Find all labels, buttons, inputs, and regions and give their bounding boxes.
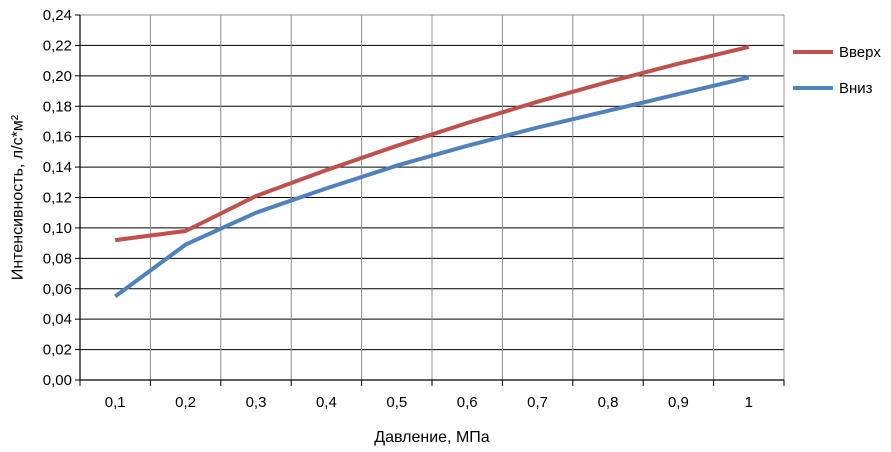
y-tick-label: 0,02 xyxy=(43,342,72,359)
y-tick-label: 0,24 xyxy=(43,7,72,24)
legend-label: Вниз xyxy=(839,80,873,97)
y-tick-label: 0,12 xyxy=(43,190,72,207)
legend-label: Вверх xyxy=(839,44,881,61)
series-line-2 xyxy=(114,75,750,299)
y-tick-label: 0,14 xyxy=(43,159,72,176)
x-tick-label: 0,1 xyxy=(105,394,126,411)
y-tick-label: 0,16 xyxy=(43,129,72,146)
series-line-1 xyxy=(114,44,750,243)
y-tick-label: 0,04 xyxy=(43,311,72,328)
y-axis-label: Интенсивность, л/с*м² xyxy=(10,114,27,280)
grid-lines xyxy=(80,14,784,380)
series-lines xyxy=(114,44,750,299)
x-tick-label: 0,4 xyxy=(316,394,337,411)
x-tick-label: 0,5 xyxy=(386,394,407,411)
y-tick-label: 0,08 xyxy=(43,250,72,267)
y-tick-label: 0,20 xyxy=(43,68,72,85)
x-axis-label: Давление, МПа xyxy=(374,429,489,446)
x-tick-label: 0,7 xyxy=(527,394,548,411)
y-axis-ticks: 0,00 0,02 0,04 0,06 0,08 0,10 0,12 0,14 0,16 0,18… xyxy=(43,7,80,389)
y-tick-label: 0,22 xyxy=(43,37,72,54)
x-tick-label: 1 xyxy=(745,394,753,411)
x-axis-ticks: 0,1 0,2 0,3 0,4 0,5 0,6 0,7 0,8 0,9 1 xyxy=(79,380,785,411)
axes xyxy=(79,14,785,381)
x-tick-label: 0,9 xyxy=(668,394,689,411)
y-tick-label: 0,10 xyxy=(43,220,72,237)
x-tick-label: 0,3 xyxy=(246,394,267,411)
x-tick-label: 0,6 xyxy=(457,394,478,411)
y-tick-label: 0,18 xyxy=(43,98,72,115)
x-tick-label: 0,2 xyxy=(175,394,196,411)
y-tick-label: 0,00 xyxy=(43,372,72,389)
y-tick-label: 0,06 xyxy=(43,281,72,298)
legend: Вверх Вниз xyxy=(793,44,881,97)
x-tick-label: 0,8 xyxy=(598,394,619,411)
